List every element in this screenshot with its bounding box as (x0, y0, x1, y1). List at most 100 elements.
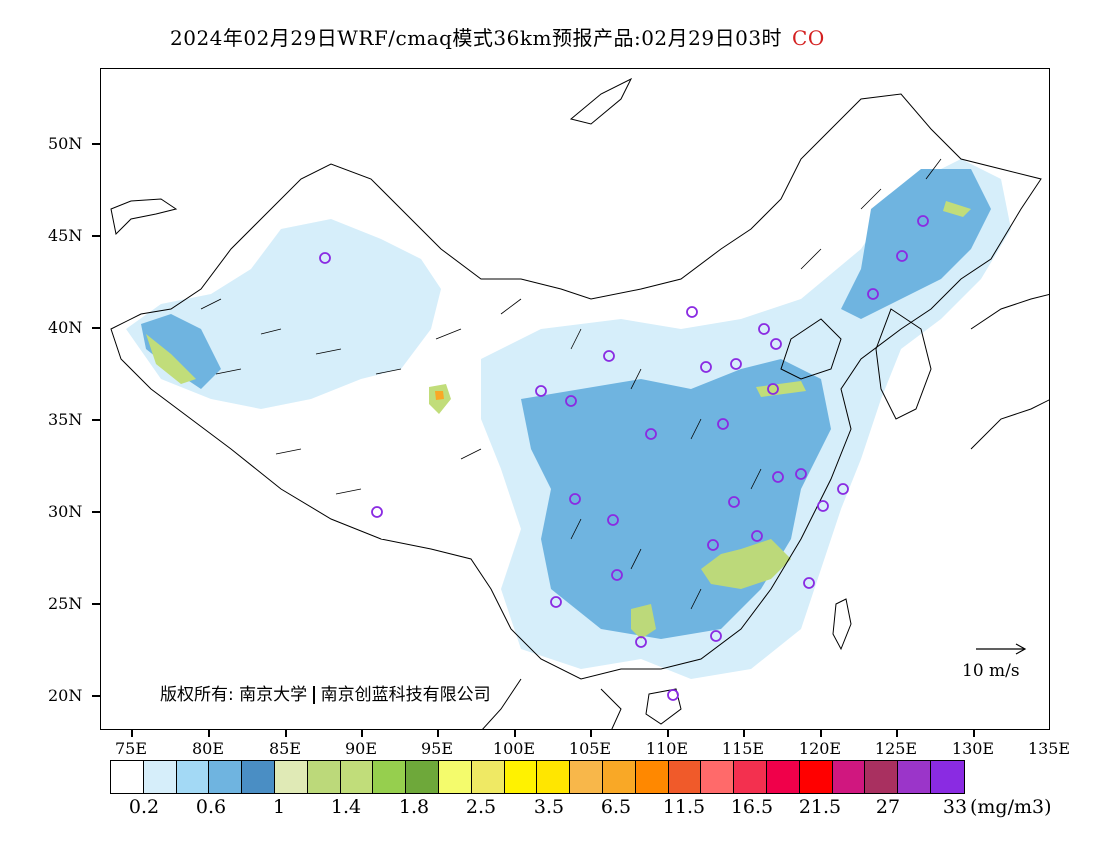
china-outline (110, 93, 1042, 680)
station-marker (603, 350, 615, 362)
station-marker (686, 306, 698, 318)
legend-unit: (mg/m3) (970, 796, 1052, 818)
station-marker (565, 395, 577, 407)
lon-label: 105E (568, 739, 612, 758)
lon-tick (896, 730, 898, 737)
legend-swatch (537, 761, 571, 793)
lon-label: 115E (721, 739, 765, 758)
lon-tick (208, 730, 210, 737)
station-marker (758, 323, 770, 335)
wind-arrow (275, 448, 302, 455)
station-marker (667, 689, 679, 701)
legend-swatch (701, 761, 735, 793)
lat-tick (92, 235, 100, 237)
station-marker (767, 383, 779, 395)
legend-swatch (602, 761, 636, 793)
lon-label: 110E (645, 739, 689, 758)
legend-label: 27 (875, 796, 901, 818)
wind-arrow (375, 368, 402, 375)
co-high-patch-guangxi (631, 604, 656, 639)
copyright-org-nju: 南京大学 (239, 685, 308, 705)
legend-swatch (635, 761, 669, 793)
wind-arrow (690, 418, 702, 440)
legend-label: 0.6 (195, 796, 227, 818)
wind-arrow (860, 188, 882, 210)
legend-swatch (111, 761, 144, 793)
pollutant-species: CO (792, 26, 825, 50)
lat-tick (92, 143, 100, 145)
color-legend (110, 760, 965, 794)
lat-tick (92, 511, 100, 513)
station-marker (707, 539, 719, 551)
station-marker (867, 288, 879, 300)
wind-scale-arrow (976, 643, 1027, 655)
taiwan-island (832, 598, 852, 651)
co-light-field-west (126, 219, 441, 409)
lat-label: 30N (48, 502, 83, 521)
station-marker (319, 252, 331, 264)
hainan-island (645, 688, 682, 725)
station-marker (717, 418, 729, 430)
japan-islands (970, 293, 1049, 450)
station-marker (751, 530, 763, 542)
legend-swatch (242, 761, 275, 793)
station-marker (803, 577, 815, 589)
legend-swatch (898, 761, 931, 793)
legend-swatch (176, 761, 210, 793)
wind-arrow (690, 588, 702, 610)
lon-tick (285, 730, 287, 737)
legend-label: 3.5 (533, 796, 565, 818)
indochina-coast (482, 678, 622, 729)
lon-label: 90E (344, 739, 378, 758)
lat-label: 40N (48, 318, 83, 337)
legend-swatch (832, 761, 866, 793)
station-marker (645, 428, 657, 440)
legend-label: 2.5 (465, 796, 497, 818)
legend-swatch (668, 761, 702, 793)
wind-arrow (435, 328, 462, 340)
co-high-patch-sichuan (701, 539, 791, 589)
legend-swatch (799, 761, 833, 793)
lat-tick (92, 695, 100, 697)
station-marker (635, 636, 647, 648)
wind-arrow (335, 488, 362, 495)
wind-arrow (260, 328, 282, 335)
legend-swatch (406, 761, 439, 793)
wind-arrow (630, 368, 642, 390)
wind-vectors (200, 158, 942, 610)
legend-label: 1.4 (330, 796, 362, 818)
lon-label: 120E (798, 739, 842, 758)
legend-swatch (471, 761, 505, 793)
wind-arrow (215, 368, 242, 375)
legend-label: 6.5 (600, 796, 632, 818)
legend-label: 1.8 (398, 796, 430, 818)
legend-label: 11.5 (662, 796, 706, 818)
wind-arrow (800, 248, 822, 270)
wind-arrow (200, 298, 222, 310)
lon-tick (514, 730, 516, 737)
lon-label: 100E (492, 739, 536, 758)
legend-swatch (865, 761, 899, 793)
wind-scale-label: 10 m/s (962, 661, 1020, 681)
station-marker (770, 338, 782, 350)
lon-tick (131, 730, 133, 737)
legend-swatch (340, 761, 374, 793)
legend-label: 33 (942, 796, 968, 818)
copyright-prefix: 版权所有: (160, 685, 234, 705)
legend-swatch (438, 761, 472, 793)
station-marker (550, 596, 562, 608)
lon-label: 135E (1027, 739, 1071, 758)
co-peak-qinghai (435, 391, 444, 400)
station-marker (700, 361, 712, 373)
wind-arrow (925, 158, 942, 180)
legend-swatch (930, 761, 964, 793)
bohai-coast (780, 318, 842, 380)
lon-label: 75E (114, 739, 148, 758)
lat-tick (92, 419, 100, 421)
lon-label: 130E (951, 739, 995, 758)
lon-tick (361, 730, 363, 737)
lon-label: 95E (420, 739, 454, 758)
wind-arrow (500, 298, 522, 315)
copyright-divider (313, 686, 315, 704)
copyright-notice: 版权所有: 南京大学 南京创蓝科技有限公司 (160, 680, 491, 705)
